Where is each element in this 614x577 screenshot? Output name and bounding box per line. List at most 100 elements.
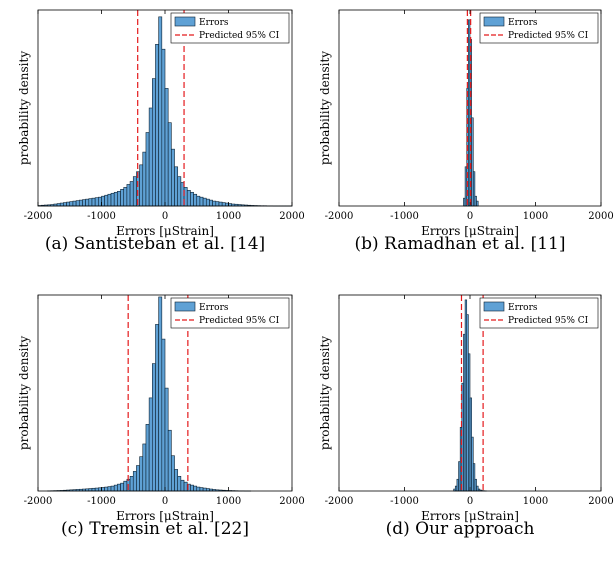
panel-caption: (b) Ramadhan et al. [11]	[354, 234, 565, 254]
histogram-bar	[165, 88, 168, 206]
histogram-bar	[178, 177, 181, 206]
legend-entry-errors: Errors	[199, 303, 229, 313]
histogram-bar	[67, 202, 70, 206]
histogram-bar	[203, 488, 206, 491]
histogram-bars	[38, 17, 292, 206]
histogram-bar	[76, 201, 79, 206]
legend-entry-errors: Errors	[508, 303, 538, 313]
x-tick-label: -1000	[390, 211, 419, 222]
panel-caption: (a) Santisteban et al. [14]	[45, 234, 265, 254]
histogram-bar	[168, 123, 171, 206]
histogram-bar	[117, 484, 120, 491]
histogram-bar	[89, 199, 92, 206]
histogram-bar	[127, 184, 130, 206]
x-tick-label: 1000	[523, 211, 548, 222]
histogram-bar	[168, 430, 171, 491]
histogram-bar	[108, 487, 111, 491]
histogram-bar	[175, 167, 178, 206]
histogram-bar	[197, 196, 200, 206]
legend-entry-ci: Predicted 95% CI	[199, 316, 280, 326]
histogram-bar	[92, 488, 95, 491]
histogram-bar	[194, 194, 197, 206]
x-tick-label: -1000	[87, 496, 116, 507]
histogram-bar	[190, 192, 193, 206]
histogram-bar	[82, 200, 85, 206]
histogram-bar	[152, 364, 155, 491]
histogram-bar	[175, 469, 178, 491]
legend-entry-ci: Predicted 95% CI	[199, 31, 280, 41]
y-axis-label: probability density	[318, 51, 332, 165]
legend: Errors Predicted 95% CI	[171, 298, 289, 328]
x-tick-label: 2000	[588, 211, 613, 222]
histogram-bar	[155, 44, 158, 206]
histogram-bar	[95, 488, 98, 491]
histogram-bar	[105, 195, 108, 206]
histogram-bar	[140, 457, 143, 491]
legend-errors-swatch	[175, 302, 195, 311]
x-tick-label: 0	[467, 211, 473, 222]
histogram-bar	[181, 480, 184, 491]
histogram-bar	[114, 192, 117, 206]
legend: Errors Predicted 95% CI	[171, 13, 289, 43]
x-tick-label: 1000	[216, 211, 241, 222]
legend-errors-swatch	[175, 17, 195, 26]
legend-entry-errors: Errors	[508, 18, 538, 28]
x-tick-label: 2000	[588, 496, 613, 507]
y-axis-label: probability density	[17, 51, 31, 165]
histogram-bar	[124, 481, 127, 491]
histogram-bar	[159, 17, 162, 206]
histogram-bar	[197, 487, 200, 491]
histogram-bar	[190, 485, 193, 491]
histogram-bar	[111, 486, 114, 491]
histogram-bar	[143, 152, 146, 206]
histogram-bar	[60, 203, 63, 206]
histogram-bar	[213, 201, 216, 206]
legend-entry-ci: Predicted 95% CI	[508, 31, 589, 41]
histogram-bar	[79, 200, 82, 206]
histogram-bar	[209, 200, 212, 206]
x-tick-label: 2000	[279, 496, 304, 507]
x-tick-label: 0	[467, 496, 473, 507]
histogram-bar	[200, 197, 203, 206]
histogram-bar	[216, 202, 219, 206]
legend: Errors Predicted 95% CI	[480, 13, 598, 43]
x-tick-label: 0	[162, 211, 168, 222]
histogram-bar	[111, 193, 114, 206]
histogram-bar	[149, 108, 152, 206]
histogram-bar	[203, 198, 206, 206]
histogram-bar	[136, 466, 139, 491]
histogram-bar	[225, 203, 228, 206]
legend-errors-swatch	[484, 17, 504, 26]
histogram-bar	[178, 476, 181, 491]
histogram-bar	[98, 488, 101, 491]
y-axis-label: probability density	[17, 336, 31, 450]
histogram-bar	[219, 202, 222, 206]
legend: Errors Predicted 95% CI	[480, 298, 598, 328]
histogram-bar	[143, 444, 146, 491]
histogram-bar	[124, 187, 127, 206]
x-tick-label: -1000	[87, 211, 116, 222]
histogram-bar	[152, 79, 155, 206]
panel-caption: (c) Tremsin et al. [22]	[61, 519, 249, 539]
histogram-bar	[102, 487, 105, 491]
histogram-bar	[86, 199, 89, 206]
histogram-bar	[206, 199, 209, 206]
legend-errors-swatch	[484, 302, 504, 311]
x-tick-label: 2000	[279, 211, 304, 222]
histogram-bar	[184, 482, 187, 491]
histogram-bar	[130, 182, 133, 207]
histogram-bar	[92, 198, 95, 206]
histogram-bar	[155, 324, 158, 491]
legend-entry-ci: Predicted 95% CI	[508, 316, 589, 326]
histogram-bar	[133, 177, 136, 206]
histogram-bar	[222, 203, 225, 206]
legend-entry-errors: Errors	[199, 18, 229, 28]
histogram-bar	[121, 483, 124, 491]
histogram-bar	[133, 471, 136, 491]
histogram-bar	[477, 201, 479, 206]
histogram-bar	[146, 133, 149, 207]
